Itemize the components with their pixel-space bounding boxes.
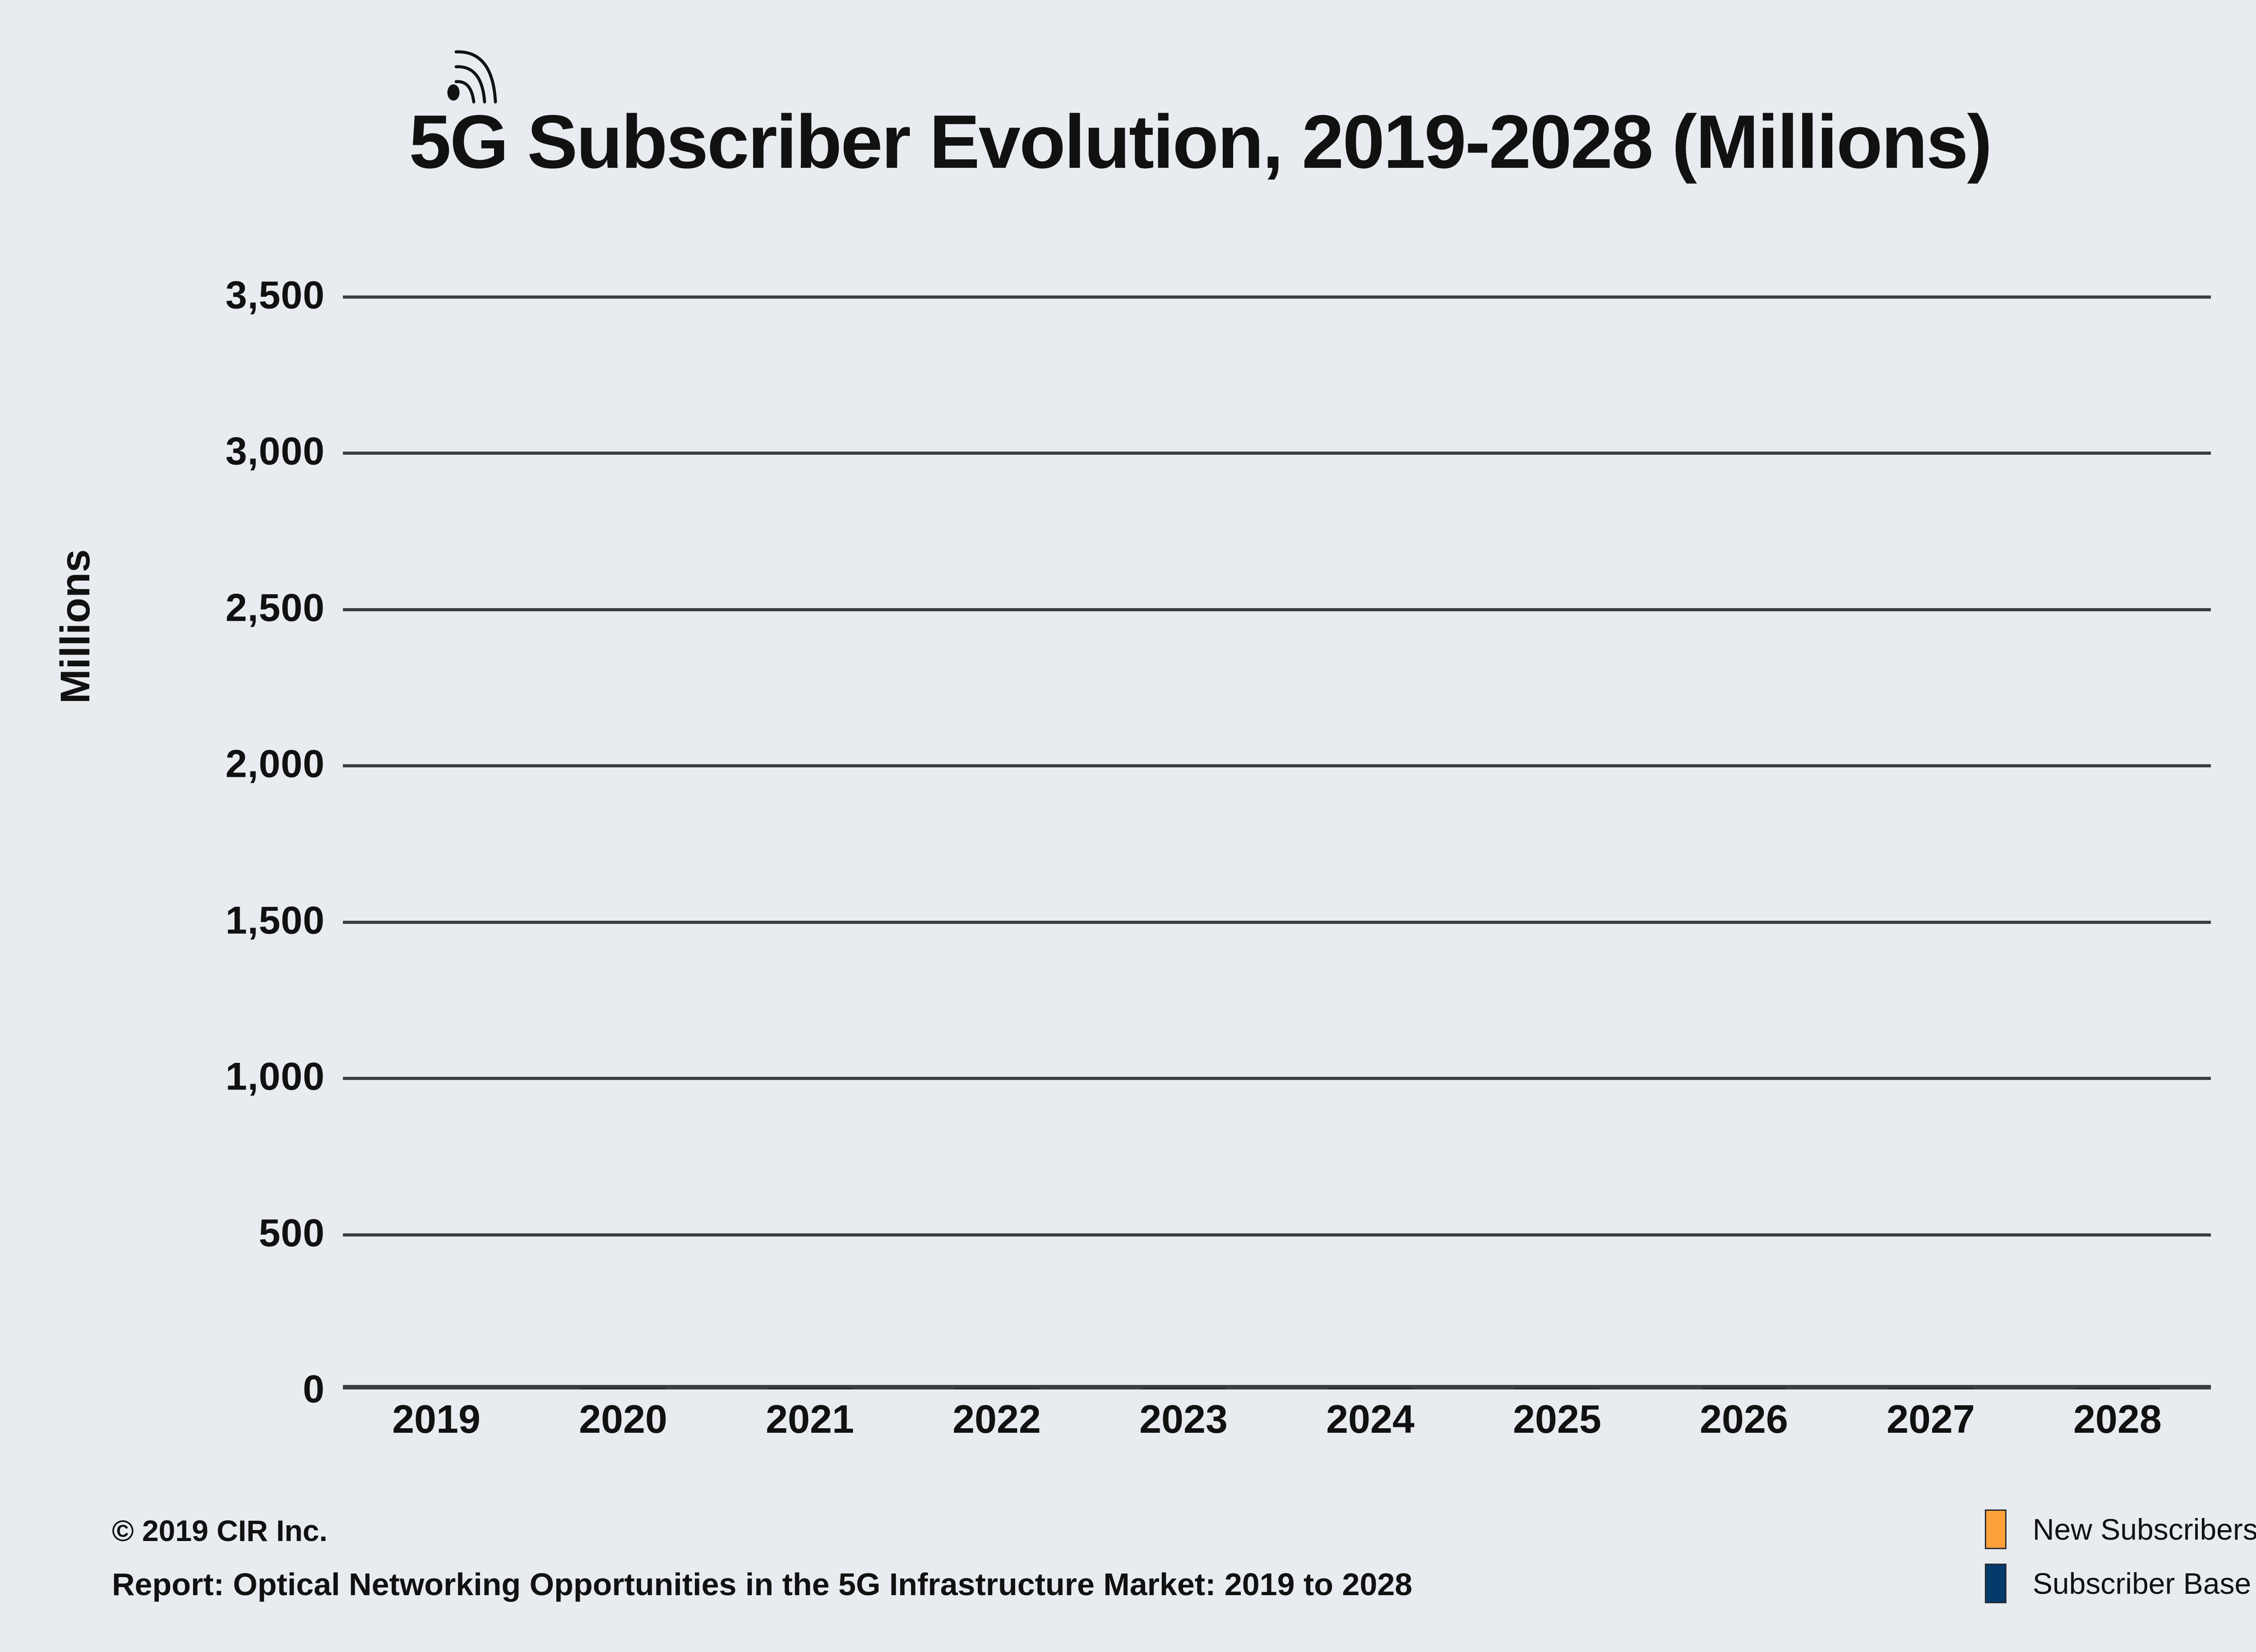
y-axis-title: Millions [52, 549, 98, 704]
gridlines [343, 295, 2211, 1389]
gridline [343, 1233, 2211, 1237]
y-tick: 1,500 [225, 899, 325, 942]
y-axis-tick-labels: 3,500 3,000 2,500 2,000 1,500 1,000 500 … [153, 274, 325, 1411]
gridline [343, 608, 2211, 611]
x-tick: 2022 [952, 1397, 1041, 1441]
legend-label: New Subscribers [2033, 1513, 2256, 1546]
bar-column[interactable] [1327, 1388, 1414, 1389]
x-tick: 2024 [1326, 1397, 1415, 1441]
x-tick: 2019 [392, 1397, 481, 1441]
bar-segment-new-subscribers[interactable] [1514, 1388, 1600, 1389]
x-tick: 2026 [1700, 1397, 1788, 1441]
y-tick: 2,500 [225, 586, 325, 630]
y-tick: 0 [303, 1367, 325, 1411]
bar-column[interactable] [1887, 1388, 1974, 1389]
bar-segment-new-subscribers[interactable] [767, 1388, 853, 1389]
x-tick: 2020 [579, 1397, 667, 1441]
x-axis-tick-labels: 2019 2020 2021 2022 2023 2024 2025 2026 2027 2028 [343, 1396, 2211, 1455]
bar-column[interactable] [1701, 1388, 1787, 1389]
y-tick: 1,000 [225, 1055, 325, 1098]
wifi-signal-icon [447, 50, 497, 104]
y-tick: 3,000 [225, 429, 325, 473]
bar-segment-new-subscribers[interactable] [953, 1388, 1040, 1389]
page-title-text: 5G Subscriber Evolution, 2019-2028 (Mill… [409, 99, 1992, 184]
chart-legend: New Subscribers Subscriber Base [1985, 1502, 2256, 1610]
bar-column[interactable] [767, 1388, 853, 1389]
bar-segment-new-subscribers[interactable] [2074, 1388, 2161, 1389]
gridline [343, 295, 2211, 299]
chart-header: 5G Subscriber Evolution, 2019-2028 (Mill… [0, 50, 2256, 180]
y-tick: 3,500 [225, 273, 325, 317]
x-tick: 2027 [1886, 1397, 1975, 1441]
copyright-notice: © 2019 CIR Inc. [112, 1514, 328, 1547]
bar-segment-new-subscribers[interactable] [1140, 1388, 1227, 1389]
legend-item-subscriber-base[interactable]: Subscriber Base [1985, 1556, 2256, 1610]
legend-item-new-subscribers[interactable]: New Subscribers [1985, 1502, 2256, 1556]
x-tick: 2025 [1513, 1397, 1601, 1441]
x-tick: 2023 [1139, 1397, 1228, 1441]
bar-column[interactable] [2074, 1388, 2161, 1389]
y-tick: 500 [259, 1211, 325, 1255]
bar-segment-new-subscribers[interactable] [1327, 1388, 1414, 1389]
report-citation: Report: Optical Networking Opportunities… [112, 1567, 1413, 1602]
bar-column[interactable] [1514, 1388, 1600, 1389]
legend-swatch-icon [1985, 1509, 2006, 1549]
bar-segment-new-subscribers[interactable] [1701, 1388, 1787, 1389]
bar-column[interactable] [1140, 1388, 1227, 1389]
x-tick: 2021 [766, 1397, 854, 1441]
bar-segment-new-subscribers[interactable] [580, 1388, 666, 1389]
legend-label: Subscriber Base [2033, 1567, 2251, 1600]
x-tick: 2028 [2073, 1397, 2162, 1441]
bar-column[interactable] [953, 1388, 1040, 1389]
axis-baseline [343, 1385, 2211, 1389]
legend-swatch-icon [1985, 1564, 2006, 1603]
page-title: 5G Subscriber Evolution, 2019-2028 (Mill… [409, 50, 1992, 180]
y-tick: 2,000 [225, 742, 325, 786]
gridline [343, 764, 2211, 768]
plot-area [343, 295, 2211, 1389]
gridline [343, 920, 2211, 924]
bar-segment-new-subscribers[interactable] [1887, 1388, 1974, 1389]
gridline [343, 452, 2211, 455]
bar-series-container [343, 295, 2211, 1389]
bar-column[interactable] [580, 1388, 666, 1389]
gridline [343, 1077, 2211, 1080]
